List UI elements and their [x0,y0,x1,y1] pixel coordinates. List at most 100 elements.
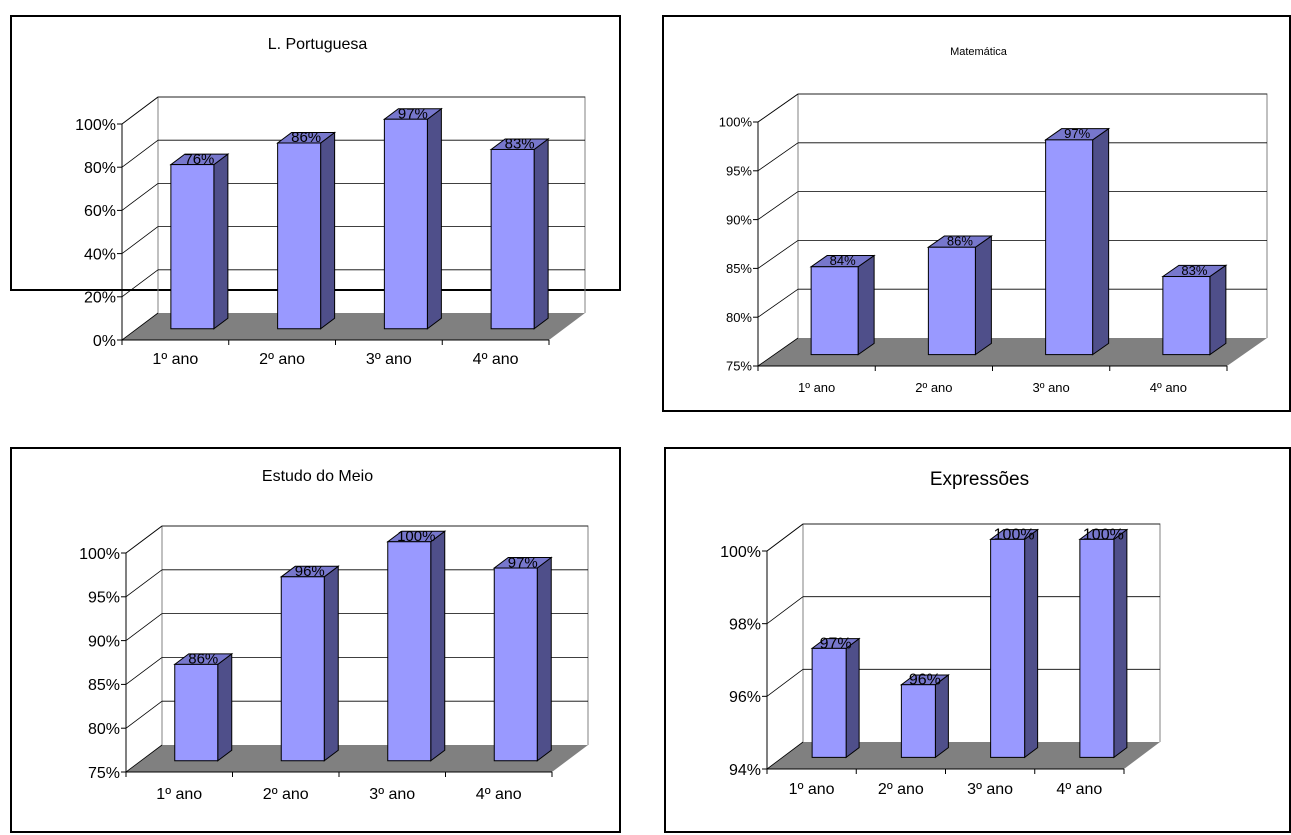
gridline-side [121,96,159,125]
gridline-side [125,569,163,598]
bar [900,684,936,758]
gridline-side [125,525,163,554]
data-label: 100% [994,526,1035,543]
bar-side [213,153,229,330]
gridline-side [121,139,159,168]
bar-side [426,107,442,330]
y-tick-label: 85% [726,261,752,276]
x-tick-label: 2º ano [263,786,309,803]
y-tick-label: 96% [729,689,761,706]
bar [811,647,847,758]
data-label: 100% [1083,526,1124,543]
bar [1079,538,1115,758]
x-tick-label: 3º ano [967,781,1013,798]
bar-side [323,565,339,762]
gridline-side [121,226,159,254]
data-label: 86% [291,129,321,146]
data-label: 97% [1064,126,1090,141]
data-label: 100% [397,528,435,545]
gridline-side [766,596,804,624]
y-tick-label: 85% [88,677,120,694]
chart-panel-matematica: Matemática 75% 80% 85% 90% 95% 100% 1º ano 84% 2º… [662,15,1291,412]
y-tick-label: 20% [84,290,116,307]
x-tick-label: 1º ano [152,351,198,368]
y-tick-label: 100% [75,117,116,134]
bar [927,246,976,356]
bar-side [430,530,446,762]
chart-svg-estudo-do-meio: Estudo do Meio 75% 80% 85% 90% 95% 100% 1º ano 8… [79,468,589,803]
bar-side [857,254,875,356]
y-tick-label: 90% [726,212,752,227]
x-tick-label: 1º ano [156,786,202,803]
gridline-side [766,741,804,770]
x-tick-label: 4º ano [476,786,522,803]
data-label: 96% [295,563,325,580]
bar-side [1092,127,1110,356]
y-tick-label: 0% [93,333,116,350]
chart-floor [126,745,588,772]
bar-side [320,131,336,330]
chart-svg-portuguesa: L. Portuguesa 0% 20% 40% 60% 80% 100% 1º ano 76%… [75,36,586,368]
chart-title: L. Portuguesa [268,36,368,53]
gridline-side [757,142,799,172]
bar-side [845,637,860,759]
chart-title: Expressões [930,469,1029,490]
bar-side [533,137,549,330]
gridline-side [121,269,159,298]
bar-side [536,556,552,762]
data-label: 97% [398,105,428,122]
gridline-side [766,523,804,552]
chart-floor [767,742,1160,769]
chart-floor [758,338,1267,366]
data-label: 86% [188,651,218,668]
y-tick-label: 80% [726,310,752,325]
data-label: 97% [820,635,852,652]
bar-side [974,235,992,356]
y-tick-label: 60% [84,203,116,220]
chart-floor [122,313,585,340]
data-label: 96% [909,672,941,689]
y-tick-label: 100% [79,546,120,563]
chart-title: Matemática [950,46,1008,58]
chart-panel-portuguesa: L. Portuguesa 0% 20% 40% 60% 80% 100% 1º ano 76%… [10,15,621,368]
bar [170,164,215,330]
y-tick-label: 100% [719,115,753,130]
gridline-side [757,337,799,367]
y-tick-label: 75% [88,765,120,782]
chart-panel-estudo-do-meio: Estudo do Meio 75% 80% 85% 90% 95% 100% 1º ano 8… [10,447,621,833]
chart-title: Estudo do Meio [262,468,373,485]
x-tick-label: 4º ano [473,351,519,368]
bar [174,663,219,762]
y-tick-label: 94% [729,762,761,779]
data-label: 76% [184,151,214,168]
chart-svg-matematica: Matemática 75% 80% 85% 90% 95% 100% 1º ano 84% 2º… [719,46,1268,395]
bar [1045,139,1094,356]
chart-panel-expressoes: Expressões 94% 96% 98% 100% 1º ano 97% 2º ano 96… [664,447,1291,833]
y-tick-label: 95% [726,163,752,178]
data-label: 97% [508,554,538,571]
bar [493,567,538,762]
x-tick-label: 4º ano [1150,380,1187,395]
bar-side [1113,528,1128,759]
gridline-side [125,657,163,685]
y-tick-label: 80% [84,160,116,177]
gridline-side [121,312,159,341]
gridline-side [757,191,799,220]
x-tick-label: 1º ano [789,781,835,798]
x-tick-label: 2º ano [259,351,305,368]
bar [383,118,428,330]
gridline-side [125,700,163,729]
data-label: 84% [830,253,856,268]
y-tick-label: 98% [729,616,761,633]
data-label: 83% [505,136,535,153]
bar [277,142,322,330]
y-tick-label: 40% [84,246,116,263]
bar-side [217,652,233,762]
y-tick-label: 100% [720,544,761,561]
x-tick-label: 4º ano [1056,781,1102,798]
gridline-side [757,93,799,123]
gridline-side [121,183,159,211]
bar [490,148,535,330]
x-tick-label: 3º ano [1032,380,1069,395]
bar [810,266,859,356]
